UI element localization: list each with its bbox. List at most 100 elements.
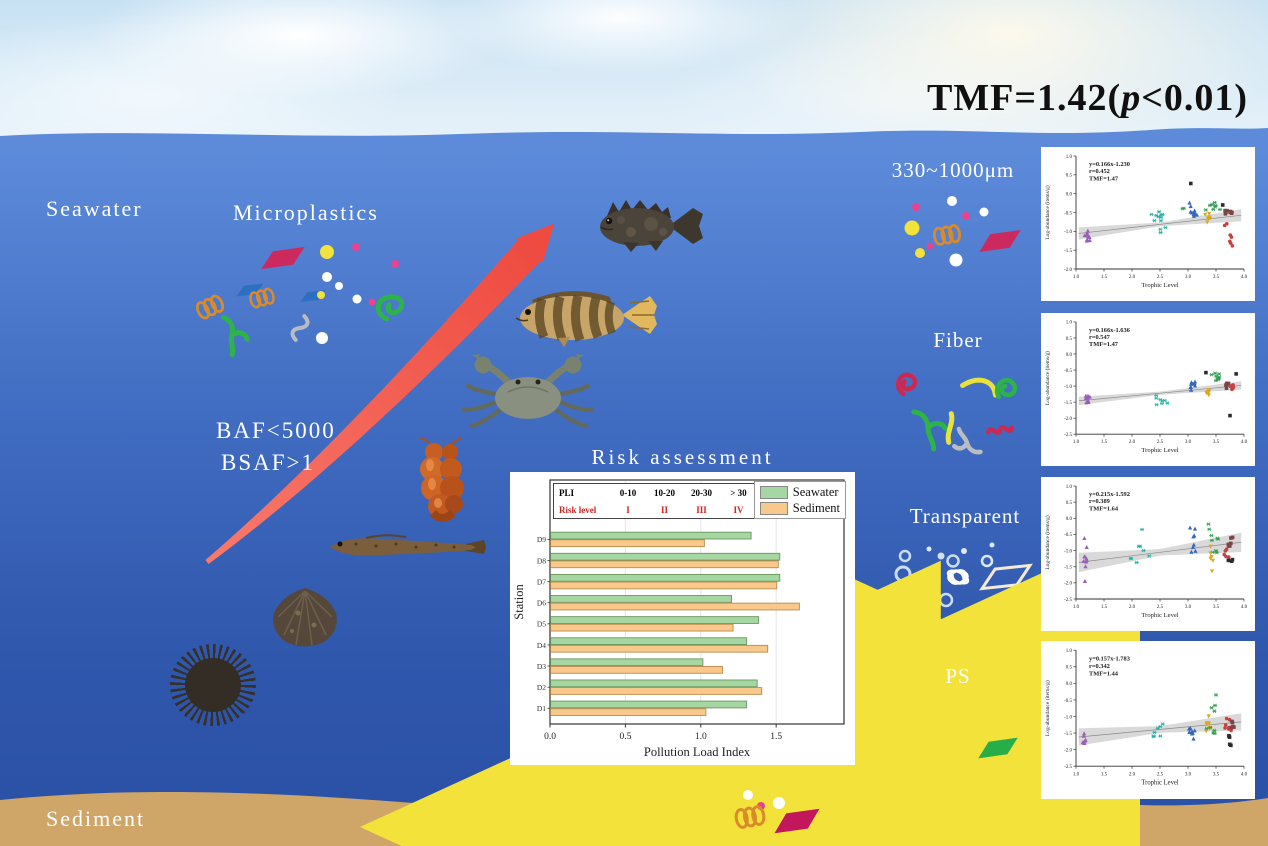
- chart-legend: Seawater Sediment: [753, 481, 846, 519]
- svg-text:2.5: 2.5: [1157, 771, 1164, 777]
- svg-text:-2.0: -2.0: [1064, 268, 1072, 273]
- risk-level-2: II: [660, 504, 668, 515]
- svg-text:1.0: 1.0: [695, 732, 707, 742]
- svg-text:1.5: 1.5: [770, 732, 782, 742]
- svg-text:TMF=1.44: TMF=1.44: [1089, 670, 1119, 677]
- svg-text:Trophic Level: Trophic Level: [1141, 780, 1178, 787]
- mantis-shrimp: [419, 437, 464, 522]
- svg-text:Trophic Level: Trophic Level: [1141, 447, 1178, 454]
- rockfish: [600, 200, 703, 252]
- svg-text:4.0: 4.0: [1241, 771, 1248, 777]
- svg-text:0.0: 0.0: [1066, 681, 1073, 687]
- legend-item-seawater: Seawater: [759, 484, 840, 500]
- svg-text:0.0: 0.0: [1066, 192, 1073, 197]
- svg-text:-0.5: -0.5: [1064, 211, 1072, 216]
- tmf-banner: TMF=1.42(p<0.01): [927, 76, 1248, 120]
- sea-urchin: [170, 644, 256, 726]
- svg-text:0.5: 0.5: [1066, 174, 1073, 179]
- svg-text:-2.5: -2.5: [1064, 598, 1072, 603]
- scatter-panel-ps: 1.0 1.5 2.0 2.5 3.0 3.5 4.0 1.0 0.5 0.0 -0.5 -1.0 -1…: [1041, 641, 1255, 799]
- svg-text:2.0: 2.0: [1129, 440, 1136, 445]
- svg-text:D5: D5: [537, 620, 546, 629]
- svg-text:r=0.452: r=0.452: [1089, 168, 1110, 175]
- pli-range-2: 10-20: [654, 487, 675, 498]
- label-size-class: 330~1000μm: [891, 158, 1015, 182]
- svg-text:1.5: 1.5: [1101, 275, 1108, 280]
- scatter-panel-fiber: 1.0 1.5 2.0 2.5 3.0 3.5 4.0 1.0 0.5 0.0 -0.5 -1.0 -1…: [1041, 313, 1255, 466]
- bsaf-label: BSAF>1: [221, 450, 316, 475]
- svg-text:2.0: 2.0: [1129, 605, 1136, 610]
- sky: [0, 0, 1268, 150]
- svg-text:y=0.215x-1.592: y=0.215x-1.592: [1089, 491, 1130, 498]
- svg-text:3.5: 3.5: [1213, 440, 1220, 445]
- svg-text:1.5: 1.5: [1101, 605, 1108, 610]
- svg-text:D8: D8: [537, 556, 546, 565]
- striped-fish: [515, 291, 657, 347]
- svg-text:-1.5: -1.5: [1064, 566, 1072, 571]
- svg-text:Log-abundance (items/g): Log-abundance (items/g): [1044, 351, 1051, 405]
- sediment-swatch: [759, 501, 788, 515]
- svg-text:3.5: 3.5: [1213, 275, 1220, 280]
- svg-text:2.5: 2.5: [1157, 605, 1164, 610]
- svg-text:2.5: 2.5: [1157, 275, 1164, 280]
- svg-text:D9: D9: [537, 535, 546, 544]
- tmf-p: p: [1121, 77, 1142, 119]
- svg-text:D4: D4: [537, 641, 546, 650]
- svg-text:r=0.547: r=0.547: [1089, 334, 1111, 341]
- risk-level-header: Risk level: [559, 504, 597, 515]
- svg-text:-2.0: -2.0: [1064, 582, 1072, 587]
- pli-range-1: 0-10: [619, 487, 637, 498]
- svg-text:Log-abundance (items/g): Log-abundance (items/g): [1044, 185, 1051, 240]
- seawater-swatch: [759, 485, 788, 499]
- svg-text:D6: D6: [537, 599, 546, 608]
- svg-text:Log-abundance (items/g): Log-abundance (items/g): [1044, 680, 1051, 736]
- svg-text:3.0: 3.0: [1185, 440, 1192, 445]
- sediment-label: Sediment: [46, 806, 146, 831]
- svg-text:D1: D1: [537, 704, 546, 713]
- svg-text:r=0.389: r=0.389: [1089, 498, 1110, 505]
- svg-text:Trophic Level: Trophic Level: [1141, 612, 1178, 619]
- svg-text:D7: D7: [537, 577, 546, 586]
- svg-text:TMF=1.47: TMF=1.47: [1089, 175, 1119, 182]
- svg-text:-1.5: -1.5: [1064, 401, 1072, 406]
- svg-text:y=0.166x-1.636: y=0.166x-1.636: [1089, 327, 1130, 334]
- svg-text:0.5: 0.5: [619, 732, 631, 742]
- crab: [461, 354, 595, 429]
- legend-sediment-label: Sediment: [792, 501, 840, 515]
- svg-text:1.0: 1.0: [1073, 771, 1080, 777]
- svg-text:-1.0: -1.0: [1064, 385, 1072, 390]
- svg-text:2.5: 2.5: [1157, 440, 1164, 445]
- pli-table: PLI 0-10 10-20 20-30 > 30 Risk level I I…: [553, 483, 758, 519]
- svg-text:0.0: 0.0: [1066, 517, 1073, 522]
- goby: [330, 534, 486, 556]
- svg-text:0.5: 0.5: [1066, 501, 1073, 506]
- pli-range-4: > 30: [730, 487, 747, 498]
- svg-text:0.5: 0.5: [1066, 337, 1073, 342]
- scatter-panel-size: 1.0 1.5 2.0 2.5 3.0 3.5 4.0 1.0 0.5 0.0 -0.5 -1.0 -1…: [1041, 147, 1255, 301]
- svg-text:-1.5: -1.5: [1064, 249, 1072, 254]
- microplastics-label: Microplastics: [233, 200, 379, 225]
- svg-text:Station: Station: [512, 584, 526, 620]
- scatter-panel-transparent: 1.0 1.5 2.0 2.5 3.0 3.5 4.0 1.0 0.5 0.0 -0.5 -1.0 -1…: [1041, 477, 1255, 631]
- svg-text:3.5: 3.5: [1213, 771, 1220, 777]
- svg-text:D3: D3: [537, 662, 546, 671]
- risk-chart-panel: D9 D8 D7 D6 D5 D4 D3 D2 D1 0.0 0.5 1.0 1.5 Pollution …: [510, 472, 855, 765]
- svg-text:1.5: 1.5: [1101, 440, 1108, 445]
- label-ps: PS: [945, 664, 971, 688]
- svg-text:2.0: 2.0: [1129, 771, 1136, 777]
- svg-text:1.0: 1.0: [1066, 321, 1073, 326]
- pli-header: PLI: [559, 487, 575, 498]
- svg-text:-1.0: -1.0: [1064, 230, 1072, 235]
- legend-seawater-label: Seawater: [792, 485, 839, 499]
- svg-text:-0.5: -0.5: [1064, 533, 1072, 538]
- svg-text:3.0: 3.0: [1185, 275, 1192, 280]
- risk-level-4: IV: [733, 504, 744, 515]
- baf-label: BAF<5000: [216, 418, 336, 443]
- svg-text:4.0: 4.0: [1241, 440, 1248, 445]
- risk-bar-chart: D9 D8 D7 D6 D5 D4 D3 D2 D1 0.0 0.5 1.0 1.5 Pollution …: [512, 479, 845, 759]
- svg-text:-1.0: -1.0: [1064, 714, 1072, 720]
- svg-text:4.0: 4.0: [1241, 605, 1248, 610]
- sea-surface: [0, 128, 1268, 150]
- tmf-prefix: TMF=1.42(: [926, 77, 1122, 119]
